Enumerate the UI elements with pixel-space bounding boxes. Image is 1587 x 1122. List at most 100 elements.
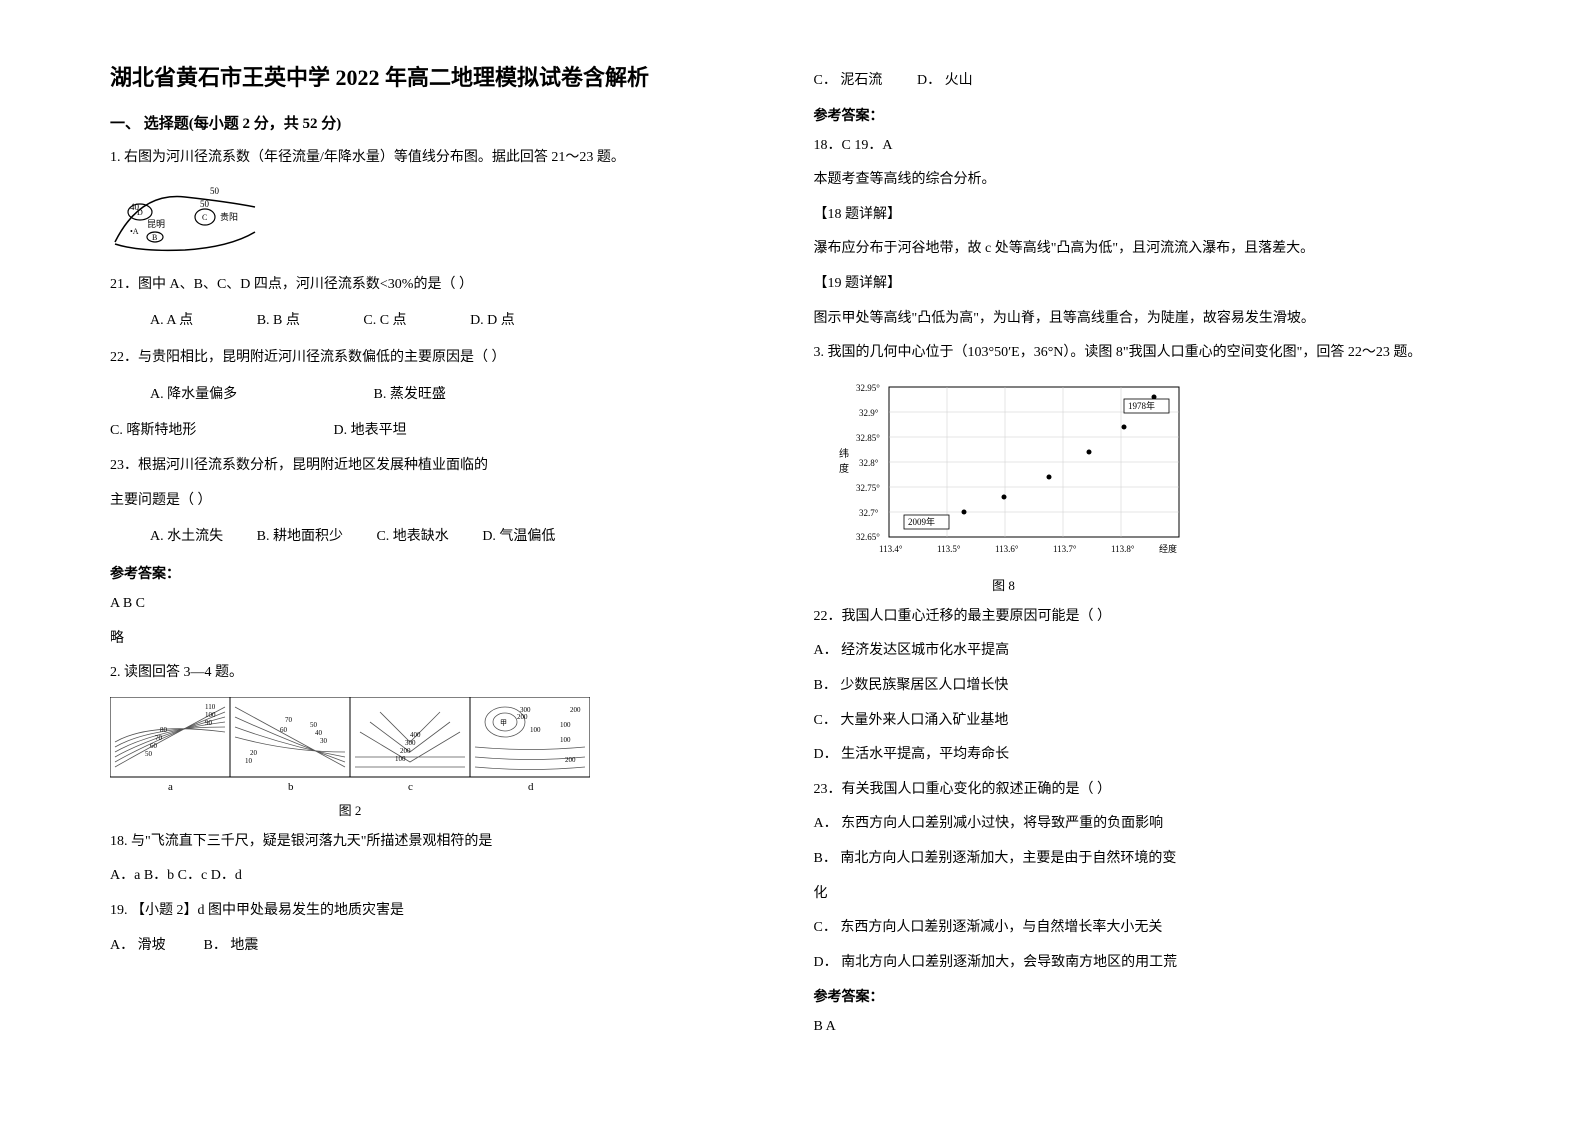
- q3-intro: 3. 我国的几何中心位于（103°50′E，36°N）。读图 8"我国人口重心的…: [814, 340, 1478, 367]
- q2-a18-text: 瀑布应分布于河谷地带，故 c 处等高线"凸高为低"，且河流流入瀑布，且落差大。: [814, 236, 1478, 263]
- q21-opt-a: A. A 点: [150, 306, 193, 337]
- q2-intro: 2. 读图回答 3—4 题。: [110, 660, 774, 687]
- q2-a19-label: 【19 题详解】: [814, 271, 1478, 298]
- q21-opt-b: B. B 点: [257, 306, 300, 337]
- left-column: 湖北省黄石市王英中学 2022 年高二地理模拟试卷含解析 一、 选择题(每小题 …: [90, 60, 794, 1062]
- svg-text:32.7°: 32.7°: [859, 508, 879, 518]
- svg-text:90: 90: [205, 719, 213, 727]
- svg-text:50: 50: [310, 721, 318, 729]
- q22-opt-c: C. 喀斯特地形: [110, 418, 330, 445]
- q1-q23-options: A. 水土流失 B. 耕地面积少 C. 地表缺水 D. 气温偏低: [150, 522, 774, 553]
- q3-q22-b: B． 少数民族聚居区人口增长快: [814, 673, 1478, 700]
- svg-text:d: d: [528, 781, 534, 792]
- svg-text:100: 100: [205, 711, 216, 719]
- svg-text:100: 100: [395, 755, 406, 763]
- q2-q19: 19. 【小题 2】d 图中甲处最易发生的地质灾害是: [110, 898, 774, 925]
- q1-map-figure: 50 40 50 D C •A B 昆明 贵阳: [110, 182, 260, 262]
- q3-q23-c: C． 东西方向人口差别逐渐减小，与自然增长率大小无关: [814, 915, 1478, 942]
- svg-text:度: 度: [839, 462, 849, 475]
- svg-text:80: 80: [160, 726, 168, 734]
- svg-text:113.4°: 113.4°: [879, 544, 903, 554]
- q1-q22: 22．与贵阳相比，昆明附近河川径流系数偏低的主要原因是（ ）: [110, 345, 774, 372]
- svg-text:经度: 经度: [1159, 543, 1177, 554]
- q3-q22-d: D． 生活水平提高，平均寿命长: [814, 742, 1478, 769]
- q3-q22: 22．我国人口重心迁移的最主要原因可能是（ ）: [814, 604, 1478, 631]
- svg-text:32.9°: 32.9°: [859, 408, 879, 418]
- q2-figure-caption: 图 2: [110, 800, 590, 819]
- svg-text:甲: 甲: [500, 719, 507, 727]
- svg-text:B: B: [152, 233, 157, 242]
- q19-opt-c: C． 泥石流: [814, 68, 914, 95]
- q1-q23-2: 主要问题是（ ）: [110, 488, 774, 515]
- q2-q19-ab: A． 滑坡 B． 地震: [110, 933, 774, 960]
- q2-a18-label: 【18 题详解】: [814, 202, 1478, 229]
- q1-q23: 23．根据河川径流系数分析，昆明附近地区发展种植业面临的: [110, 453, 774, 480]
- q3-q23-b: B． 南北方向人口差别逐渐加大，主要是由于自然环境的变: [814, 846, 1478, 873]
- q1-q22-options: A. 降水量偏多 B. 蒸发旺盛: [150, 380, 774, 411]
- q21-opt-c: C. C 点: [363, 306, 406, 337]
- q1-answer-label: 参考答案：: [110, 563, 774, 583]
- svg-text:b: b: [288, 781, 294, 792]
- svg-text:60: 60: [280, 726, 288, 734]
- svg-text:•A: •A: [130, 227, 139, 236]
- svg-text:50: 50: [200, 199, 210, 209]
- q2-answer-label: 参考答案：: [814, 105, 1478, 125]
- q2-figure-wrapper: 110 100 90 80 70 60 50 70 60 50 40 30 20…: [110, 697, 774, 819]
- svg-text:200: 200: [570, 706, 581, 714]
- q3-answer-label: 参考答案：: [814, 986, 1478, 1006]
- svg-text:400: 400: [410, 731, 421, 739]
- svg-text:10: 10: [245, 757, 253, 765]
- svg-text:50: 50: [210, 186, 220, 196]
- svg-text:c: c: [408, 781, 413, 792]
- svg-text:200: 200: [517, 713, 528, 721]
- q2-answer-line: 18．C 19．A: [814, 133, 1478, 160]
- q2-contour-figure: 110 100 90 80 70 60 50 70 60 50 40 30 20…: [110, 697, 590, 792]
- svg-text:30: 30: [320, 737, 328, 745]
- q2-q19-cd: C． 泥石流 D． 火山: [814, 68, 1478, 95]
- svg-text:50: 50: [145, 750, 153, 758]
- q3-q23-b2: 化: [814, 881, 1478, 908]
- svg-text:100: 100: [560, 721, 571, 729]
- svg-text:113.5°: 113.5°: [937, 544, 961, 554]
- svg-text:32.65°: 32.65°: [856, 532, 880, 542]
- q19-opt-b: B． 地震: [204, 938, 259, 953]
- svg-text:昆明: 昆明: [147, 219, 165, 229]
- - q3-chart-figure: 32.95° 32.9° 32.85° 32.8° 32.75° 32.7° 3…: [834, 377, 1194, 567]
- q1-q21: 21．图中 A、B、C、D 四点，河川径流系数<30%的是（ ）: [110, 272, 774, 299]
- q3-q23-a: A． 东西方向人口差别减小过快，将导致严重的负面影响: [814, 811, 1478, 838]
- q3-q22-a: A． 经济发达区城市化水平提高: [814, 638, 1478, 665]
- q22-opt-a: A. 降水量偏多: [150, 380, 370, 411]
- q23-opt-a: A. 水土流失: [150, 522, 223, 553]
- svg-text:60: 60: [150, 742, 158, 750]
- svg-text:32.75°: 32.75°: [856, 483, 880, 493]
- q23-opt-b: B. 耕地面积少: [257, 522, 343, 553]
- svg-text:300: 300: [405, 739, 416, 747]
- q3-answer: B A: [814, 1014, 1478, 1041]
- q3-figure-caption: 图 8: [814, 575, 1194, 594]
- q21-opt-d: D. D 点: [470, 306, 515, 337]
- q1-note: 略: [110, 626, 774, 653]
- q2-a19-text: 图示甲处等高线"凸低为高"，为山脊，且等高线重合，为陡崖，故容易发生滑坡。: [814, 306, 1478, 333]
- svg-text:200: 200: [565, 756, 576, 764]
- svg-text:2009年: 2009年: [908, 516, 935, 527]
- right-column: C． 泥石流 D． 火山 参考答案： 18．C 19．A 本题考查等高线的综合分…: [794, 60, 1498, 1062]
- svg-text:113.8°: 113.8°: [1111, 544, 1135, 554]
- q2-analysis-intro: 本题考查等高线的综合分析。: [814, 167, 1478, 194]
- q1-q21-options: A. A 点 B. B 点 C. C 点 D. D 点: [150, 306, 774, 337]
- svg-text:113.7°: 113.7°: [1053, 544, 1077, 554]
- svg-text:D: D: [137, 208, 143, 217]
- q1-figure-wrapper: 50 40 50 D C •A B 昆明 贵阳: [110, 182, 774, 262]
- q1-intro: 1. 右图为河川径流系数（年径流量/年降水量）等值线分布图。据此回答 21～23…: [110, 145, 774, 172]
- q3-q22-c: C． 大量外来人口涌入矿业基地: [814, 708, 1478, 735]
- svg-text:40: 40: [315, 729, 323, 737]
- svg-text:110: 110: [205, 703, 216, 711]
- q3-figure-wrapper: 32.95° 32.9° 32.85° 32.8° 32.75° 32.7° 3…: [814, 377, 1478, 594]
- svg-text:1978年: 1978年: [1128, 400, 1155, 411]
- q22-opt-b: B. 蒸发旺盛: [374, 387, 446, 402]
- exam-title: 湖北省黄石市王英中学 2022 年高二地理模拟试卷含解析: [110, 60, 774, 92]
- svg-text:32.85°: 32.85°: [856, 433, 880, 443]
- svg-text:113.6°: 113.6°: [995, 544, 1019, 554]
- svg-text:70: 70: [155, 734, 163, 742]
- q3-q23: 23．有关我国人口重心变化的叙述正确的是（ ）: [814, 777, 1478, 804]
- svg-text:贵阳: 贵阳: [220, 211, 238, 222]
